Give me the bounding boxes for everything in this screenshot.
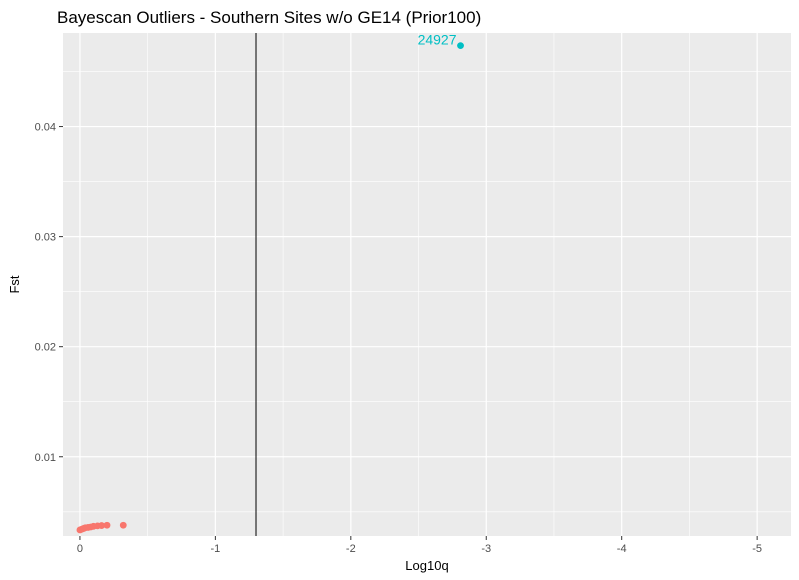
data-point (457, 42, 464, 50)
data-point (98, 522, 106, 529)
x-tick-label: -5 (752, 543, 762, 555)
x-tick-label: 0 (77, 543, 83, 555)
x-tick-label: -3 (481, 543, 491, 555)
point-label: 24927 (418, 32, 457, 48)
y-axis-ticks: 0.01 0.02 0.03 0.04 (35, 122, 63, 464)
y-axis-label: Fst (7, 275, 22, 293)
data-points (76, 42, 464, 534)
x-axis-ticks: 0 -1 -2 -3 -4 -5 (77, 536, 762, 555)
grid-minor (63, 33, 791, 536)
data-point (103, 521, 111, 529)
x-tick-label: -1 (210, 543, 220, 555)
chart-title: Bayescan Outliers - Southern Sites w/o G… (57, 8, 481, 27)
plot-panel (63, 33, 791, 536)
x-tick-label: -4 (617, 543, 627, 555)
y-tick-label: 0.03 (35, 232, 56, 244)
data-point (119, 521, 127, 529)
y-tick-label: 0.02 (35, 342, 56, 354)
y-tick-label: 0.01 (35, 452, 56, 464)
point-labels: 24927 (418, 32, 457, 48)
x-axis-label: Log10q (405, 558, 448, 573)
grid-major (63, 33, 791, 536)
x-tick-label: -2 (346, 543, 356, 555)
y-tick-label: 0.04 (35, 122, 56, 134)
